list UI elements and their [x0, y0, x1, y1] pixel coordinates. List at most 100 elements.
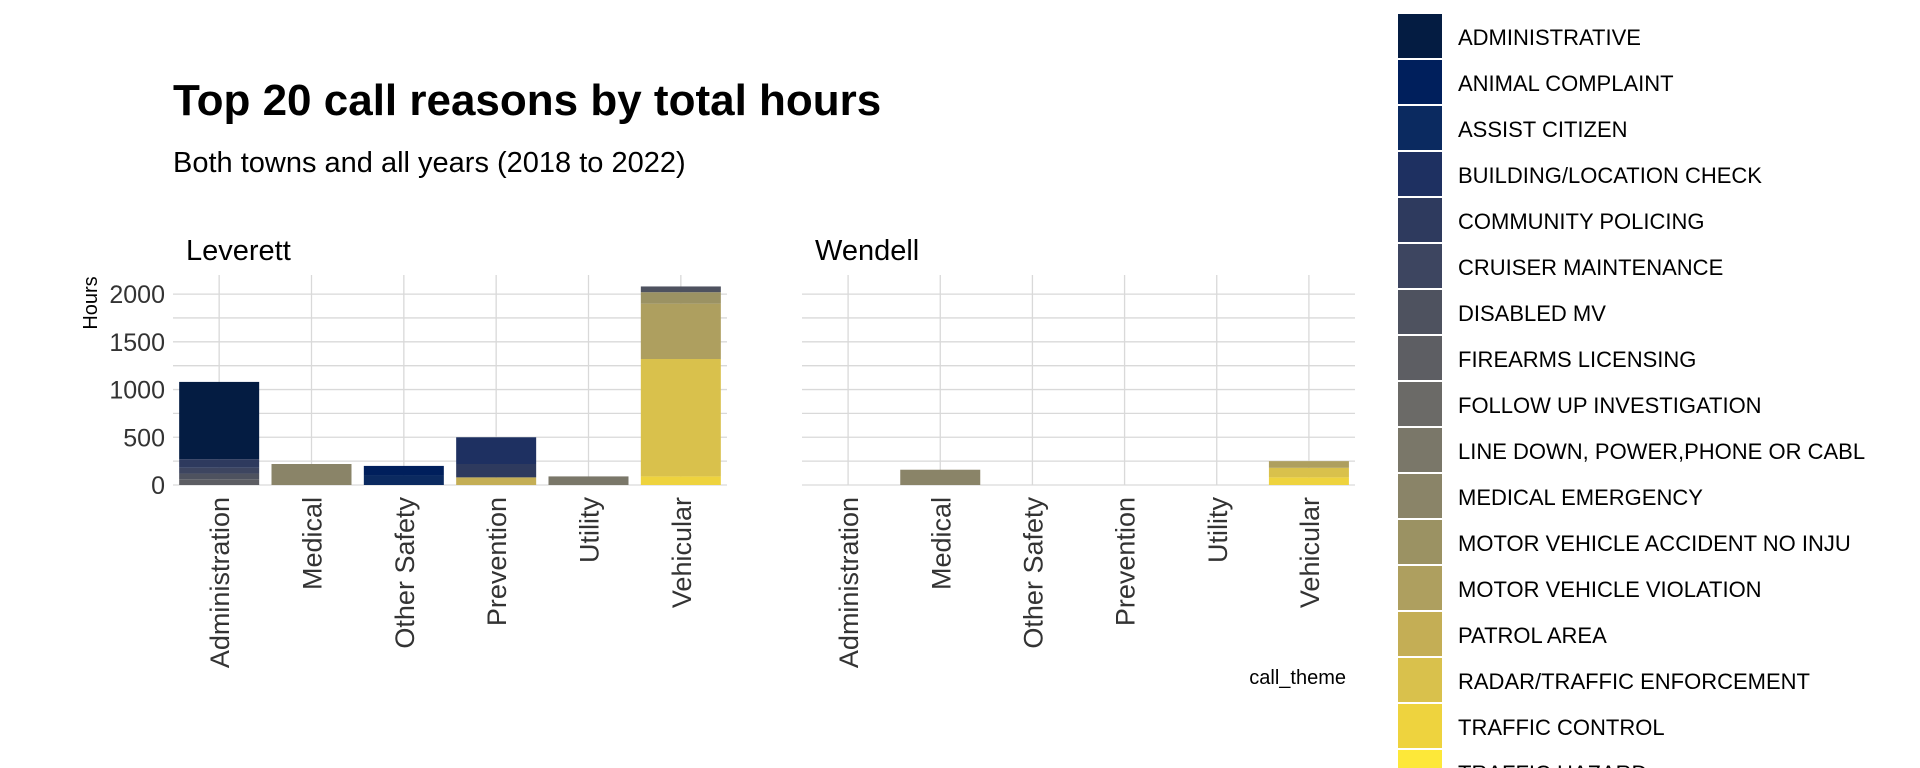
legend-swatch [1398, 106, 1442, 150]
legend-label: ANIMAL COMPLAINT [1458, 71, 1674, 96]
legend-item: CRUISER MAINTENANCE [1398, 244, 1723, 288]
panels: Leverett 0 500 1000 1500 2000 Administration Me… [109, 235, 1355, 668]
chart-title: Top 20 call reasons by total hours [173, 76, 881, 125]
bar-segment [179, 381, 260, 460]
legend-item: BUILDING/LOCATION CHECK [1398, 152, 1762, 196]
bar-segment [1268, 467, 1349, 478]
legend-swatch [1398, 428, 1442, 472]
legend-swatch [1398, 244, 1442, 288]
y-tick-label: 1000 [109, 377, 165, 405]
bar-segment [271, 464, 352, 485]
legend-swatch [1398, 336, 1442, 380]
bar-segment [179, 479, 260, 485]
x-tick-label: Other Safety [390, 497, 420, 649]
y-tick-label: 2000 [109, 281, 165, 309]
legend-label: MOTOR VEHICLE VIOLATION [1458, 577, 1762, 602]
bar-segment [179, 467, 260, 474]
legend-swatch [1398, 704, 1442, 748]
legend-label: FOLLOW UP INVESTIGATION [1458, 393, 1762, 418]
bar-segment [640, 292, 721, 304]
legend-swatch [1398, 658, 1442, 702]
legend-item: TRAFFIC CONTROL [1398, 704, 1665, 748]
x-axis-label: call_theme [1249, 667, 1346, 689]
panel-strip-label: Leverett [186, 235, 291, 267]
legend-item: MEDICAL EMERGENCY [1398, 474, 1703, 518]
legend-swatch [1398, 290, 1442, 334]
bar-stack-administration [179, 381, 260, 485]
legend: ADMINISTRATIVE ANIMAL COMPLAINT ASSIST CIT… [1398, 14, 1865, 768]
x-tick-label: Medical [926, 497, 956, 590]
bar-stack-vehicular [1268, 461, 1349, 485]
legend-item: FOLLOW UP INVESTIGATION [1398, 382, 1762, 426]
legend-swatch [1398, 474, 1442, 518]
legend-swatch [1398, 520, 1442, 564]
legend-item: FIREARMS LICENSING [1398, 336, 1696, 380]
legend-item: LINE DOWN, POWER,PHONE OR CABL [1398, 428, 1865, 472]
bar-segment [363, 465, 444, 476]
legend-swatch [1398, 60, 1442, 104]
bar-segment [363, 475, 444, 485]
legend-item: ANIMAL COMPLAINT [1398, 60, 1674, 104]
bar-segment [456, 477, 537, 485]
legend-item: RADAR/TRAFFIC ENFORCEMENT [1398, 658, 1810, 702]
x-tick-label: Administration [834, 497, 864, 668]
bar-stack-prevention [456, 437, 537, 485]
legend-swatch [1398, 152, 1442, 196]
y-tick-label: 0 [151, 472, 165, 500]
bar-stack-other-safety [363, 465, 444, 485]
x-tick-label: Administration [205, 497, 235, 668]
legend-item: COMMUNITY POLICING [1398, 198, 1705, 242]
panel-leverett: Leverett 0 500 1000 1500 2000 Administration Me… [109, 235, 727, 668]
legend-label: TRAFFIC HAZARD [1458, 761, 1647, 768]
bar-stack-medical [900, 469, 981, 485]
legend-label: DISABLED MV [1458, 301, 1606, 326]
panel-strip-label: Wendell [815, 235, 919, 267]
legend-item: DISABLED MV [1398, 290, 1606, 334]
legend-swatch [1398, 566, 1442, 610]
legend-label: TRAFFIC CONTROL [1458, 715, 1665, 740]
legend-label: COMMUNITY POLICING [1458, 209, 1705, 234]
legend-label: RADAR/TRAFFIC ENFORCEMENT [1458, 669, 1810, 694]
bar-segment [640, 476, 721, 485]
legend-label: BUILDING/LOCATION CHECK [1458, 163, 1762, 188]
x-tick-label: Utility [1203, 497, 1233, 563]
legend-label: FIREARMS LICENSING [1458, 347, 1696, 372]
chart-subtitle: Both towns and all years (2018 to 2022) [173, 147, 686, 179]
panel-wendell: Wendell Administration Medical Other Safety… [802, 235, 1355, 668]
bar-segment [456, 437, 537, 464]
bar-stack-medical [271, 464, 352, 485]
x-tick-label: Medical [298, 497, 328, 590]
x-tick-label: Vehicular [1295, 497, 1325, 608]
legend-swatch [1398, 612, 1442, 656]
bar-segment [456, 464, 537, 478]
x-tick-label: Prevention [1111, 497, 1141, 626]
legend-item: MOTOR VEHICLE VIOLATION [1398, 566, 1762, 610]
x-tick-label: Other Safety [1018, 497, 1048, 649]
bar-stack-vehicular [640, 286, 721, 485]
x-tick-label: Utility [575, 497, 605, 563]
legend-item: PATROL AREA [1398, 612, 1607, 656]
bar-stack-utility [548, 476, 629, 485]
x-tick-label: Vehicular [667, 497, 697, 608]
bar-segment [1268, 461, 1349, 468]
bar-segment [640, 286, 721, 293]
bar-segment [179, 473, 260, 480]
y-axis-label: Hours [80, 276, 102, 329]
legend-swatch [1398, 198, 1442, 242]
legend-item: ASSIST CITIZEN [1398, 106, 1628, 150]
legend-label: LINE DOWN, POWER,PHONE OR CABL [1458, 439, 1865, 464]
legend-item: ADMINISTRATIVE [1398, 14, 1641, 58]
legend-label: MEDICAL EMERGENCY [1458, 485, 1703, 510]
bar-segment [179, 459, 260, 468]
x-tick-label: Prevention [482, 497, 512, 626]
bar-segment [640, 303, 721, 359]
legend-label: ADMINISTRATIVE [1458, 25, 1641, 50]
legend-swatch [1398, 382, 1442, 426]
legend-label: ASSIST CITIZEN [1458, 117, 1628, 142]
legend-label: CRUISER MAINTENANCE [1458, 255, 1723, 280]
legend-label: PATROL AREA [1458, 623, 1607, 648]
y-tick-label: 1500 [109, 329, 165, 357]
bar-segment [548, 476, 629, 485]
legend-item: TRAFFIC HAZARD [1398, 750, 1647, 768]
